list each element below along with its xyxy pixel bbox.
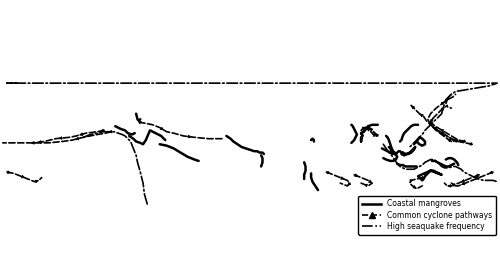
- Legend: Coastal mangroves, Common cyclone pathways, High seaquake frequency: Coastal mangroves, Common cyclone pathwa…: [358, 196, 496, 235]
